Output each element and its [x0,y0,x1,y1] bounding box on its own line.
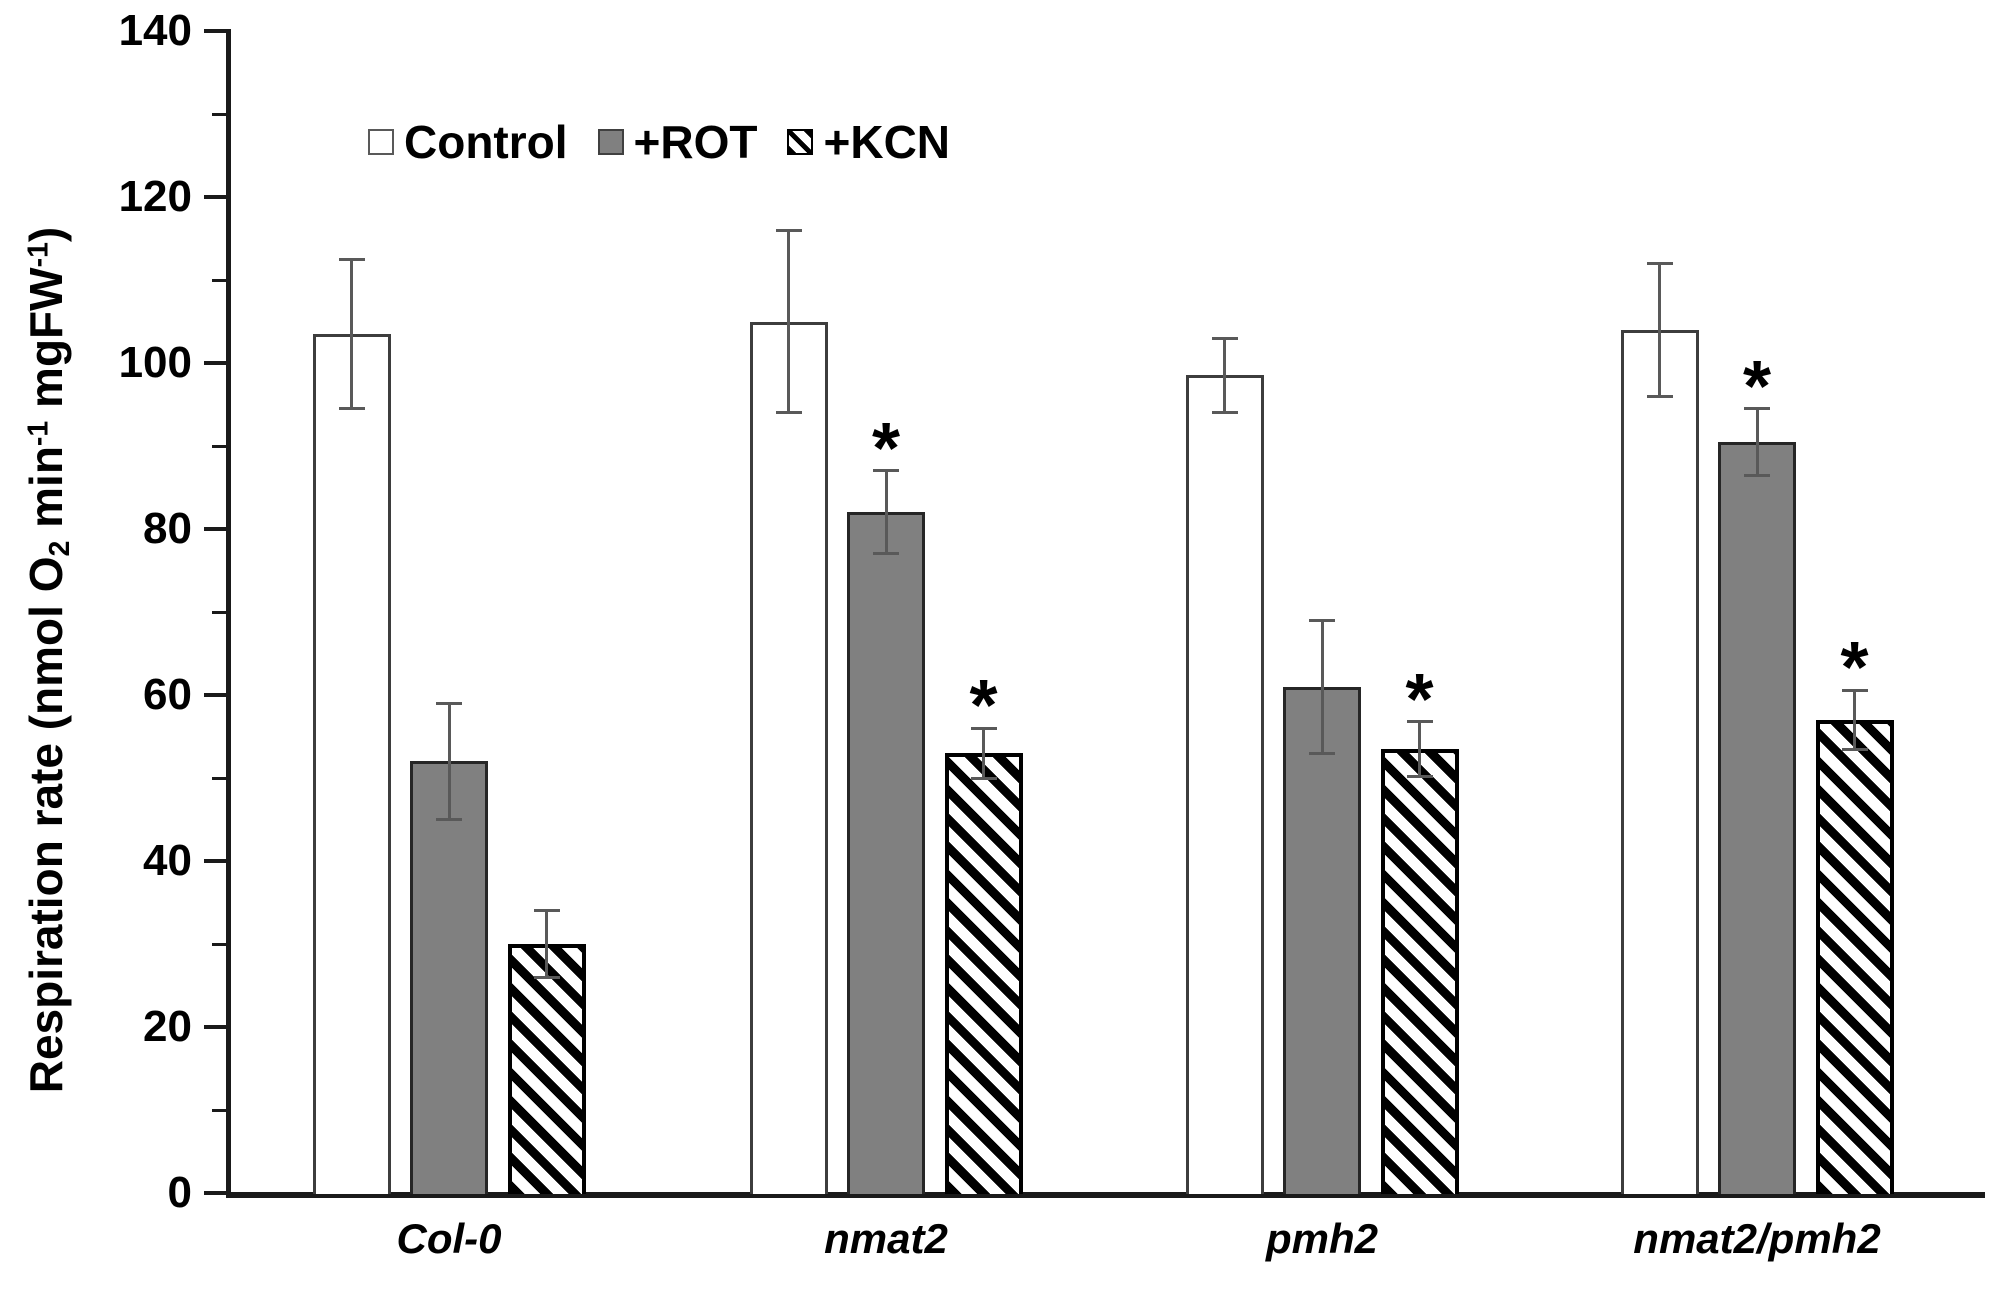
error-bar-cap [1841,748,1868,752]
y-minor-tick [212,942,226,946]
y-tick-label: 40 [143,836,192,885]
y-tick-label: 120 [118,172,192,221]
error-bar-cap [970,776,997,780]
error-bar-line [1755,408,1759,476]
bar-rot-pmh2 [1283,686,1361,1194]
legend-item-control: Control [368,116,568,168]
error-bar-cap [533,909,560,913]
error-bar-line [1658,263,1661,397]
bar-rot-nmat2 [847,512,925,1194]
y-axis-title-superscript: -1 [22,242,55,268]
y-major-tick [204,195,226,199]
y-tick-label: 80 [143,504,192,553]
significance-asterisk: * [871,408,901,489]
significance-asterisk: * [1405,659,1434,740]
error-bar-cap [436,701,462,705]
error-bar-cap [970,726,997,730]
legend-item-rot: +ROT [597,116,758,168]
error-bar-line [1853,690,1856,750]
y-tick-label: 140 [118,6,192,55]
x-category-label: nmat2/pmh2 [1633,1215,1881,1262]
error-bar-cap [873,469,899,473]
error-bar-cap [775,411,802,415]
y-axis-title-superscript: -1 [22,420,55,447]
legend-swatch-kcn-icon [787,129,814,155]
x-category-label: pmh2 [1265,1215,1378,1262]
legend-label-rot: +ROT [633,116,758,168]
error-bar-line [787,230,790,413]
error-bar-cap [436,818,462,821]
error-bar-cap [1646,261,1673,265]
error-bar-cap [533,975,560,979]
y-minor-tick [212,444,226,448]
y-axis-title-part: ) [19,226,72,243]
error-bar-cap [1406,774,1433,778]
bar-control-nmat2 [749,321,828,1194]
error-bar-cap [1211,411,1238,415]
y-major-tick [204,527,226,531]
error-bar-cap [1309,618,1335,622]
x-axis-line [226,1192,1985,1198]
error-bar-cap [1211,336,1238,340]
legend-swatch-control-icon [368,129,394,155]
y-tick-label: 60 [143,670,192,719]
bar-control-nmat2pmh2 [1620,329,1699,1194]
y-tick-label: 0 [167,1168,192,1217]
error-bar-line [447,703,451,820]
error-bar-cap [1406,720,1433,724]
error-bar-cap [338,257,365,261]
y-axis-line [226,29,231,1197]
error-bar-line [1223,338,1226,413]
legend-label-control: Control [404,116,568,168]
error-bar-line [982,728,985,778]
error-bar-cap [1744,407,1770,411]
y-minor-tick [212,776,226,780]
bar-kcn-col0 [507,944,586,1194]
error-bar-line [1418,721,1421,777]
error-bar-cap [1646,394,1673,398]
bar-kcn-pmh2 [1380,748,1459,1194]
error-bar-cap [1744,473,1770,477]
x-category-label: nmat2 [824,1215,948,1262]
error-bar-cap [873,552,899,556]
y-minor-tick [212,1108,226,1112]
y-major-tick [204,1025,226,1029]
legend-swatch-rot-icon [597,129,624,155]
y-minor-tick [212,610,226,614]
bar-control-pmh2 [1185,375,1264,1194]
legend-label-kcn: +KCN [823,116,951,168]
significance-asterisk: * [1742,346,1772,427]
bar-rot-nmat2pmh2 [1718,441,1796,1194]
x-category-label: Col-0 [396,1215,502,1262]
bar-rot-col0 [410,761,488,1194]
error-bar-cap [775,228,802,232]
y-major-tick [204,29,226,33]
y-major-tick [204,693,226,697]
bar-kcn-nmat2 [944,753,1023,1194]
y-major-tick [204,361,226,365]
y-minor-tick [212,112,226,116]
significance-asterisk: * [1840,628,1869,709]
error-bar-line [884,470,888,554]
error-bar-line [350,259,353,409]
y-major-tick [204,859,226,863]
legend: Control +ROT +KCN [368,116,950,168]
error-bar-cap [338,407,365,411]
bar-kcn-nmat2pmh2 [1815,719,1894,1194]
error-bar-line [1320,620,1324,754]
legend-item-kcn: +KCN [787,116,950,168]
y-tick-label: 100 [118,338,192,387]
bar-control-col0 [312,333,391,1194]
error-bar-cap [1841,688,1868,692]
significance-asterisk: * [969,666,998,747]
y-major-tick [204,1191,226,1195]
error-bar-line [545,910,548,978]
error-bar-cap [1309,751,1335,755]
y-minor-tick [212,278,226,282]
y-tick-label: 20 [143,1002,192,1051]
